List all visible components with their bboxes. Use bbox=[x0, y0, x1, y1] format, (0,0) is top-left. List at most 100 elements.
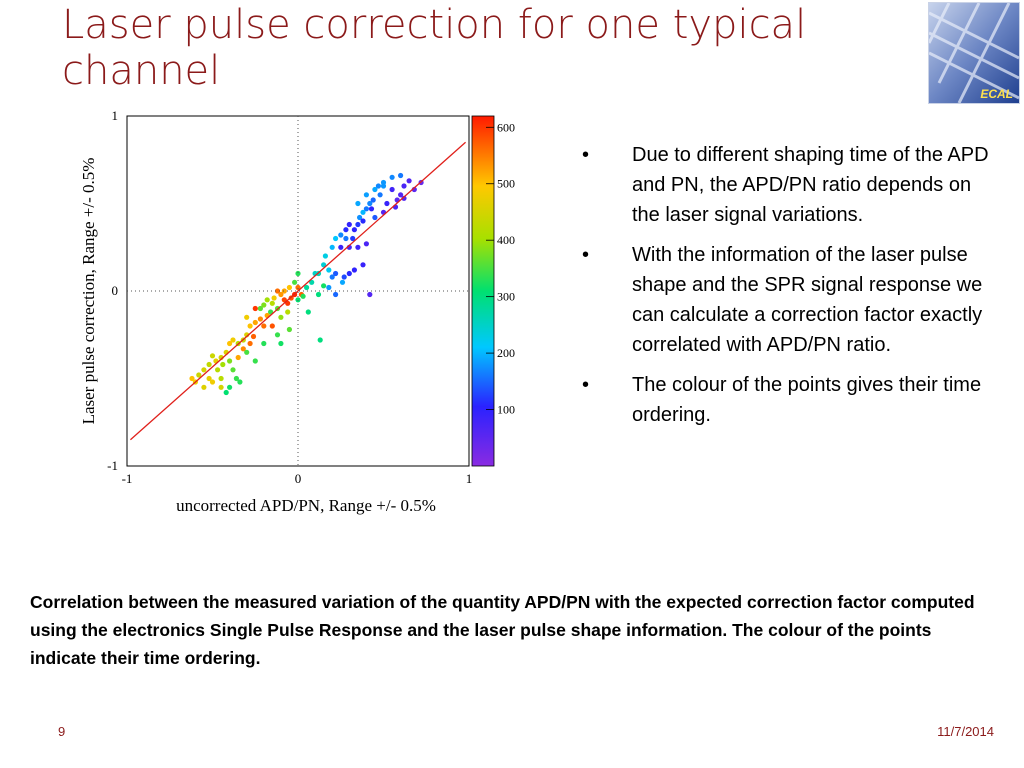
data-point bbox=[278, 291, 284, 298]
page-number: 9 bbox=[58, 724, 66, 739]
data-point bbox=[326, 284, 332, 291]
data-point bbox=[346, 221, 352, 228]
data-point bbox=[261, 340, 267, 347]
data-point bbox=[326, 267, 332, 273]
fit-line bbox=[129, 141, 467, 441]
data-point bbox=[274, 332, 281, 338]
chart-canvas: 600 500 400 300 200 100 1 0 -1 -1 0 1 uncorre… bbox=[79, 108, 515, 515]
data-point bbox=[281, 288, 287, 294]
data-point bbox=[351, 267, 357, 273]
data-point bbox=[227, 358, 233, 364]
data-point bbox=[196, 372, 202, 378]
data-point bbox=[389, 174, 395, 180]
data-point bbox=[286, 284, 292, 291]
data-point bbox=[230, 367, 236, 373]
logo-text: ECAL bbox=[980, 87, 1013, 101]
bullet-list: • Due to different shaping time of the A… bbox=[578, 140, 998, 440]
x-axis-label: uncorrected APD/PN, Range +/- 0.5% bbox=[176, 496, 436, 515]
colorbar-tick-label: 600 bbox=[497, 120, 515, 134]
data-point bbox=[230, 337, 236, 343]
data-point bbox=[269, 300, 275, 306]
data-point bbox=[261, 302, 267, 308]
data-point bbox=[384, 200, 390, 207]
data-point bbox=[201, 384, 207, 390]
data-point bbox=[240, 346, 246, 352]
data-point bbox=[264, 297, 270, 303]
x-tick-neg1: -1 bbox=[122, 471, 133, 486]
data-point bbox=[237, 379, 243, 385]
colorbar-tick-label: 200 bbox=[497, 346, 515, 360]
bullet-item: • The colour of the points gives their t… bbox=[578, 370, 998, 430]
data-point bbox=[360, 209, 366, 215]
data-point bbox=[227, 384, 233, 390]
data-point bbox=[333, 270, 339, 277]
colorbar-tick-label: 400 bbox=[497, 233, 515, 247]
data-point bbox=[271, 295, 277, 301]
bullet-item: • Due to different shaping time of the A… bbox=[578, 140, 998, 230]
points-layer bbox=[189, 172, 424, 396]
data-point bbox=[338, 244, 344, 250]
bullet-text: The colour of the points gives their tim… bbox=[632, 374, 982, 426]
data-point bbox=[329, 244, 335, 250]
data-point bbox=[218, 384, 224, 390]
data-point bbox=[343, 235, 349, 242]
data-point bbox=[235, 354, 241, 361]
bullet-item: • With the information of the laser puls… bbox=[578, 240, 998, 360]
data-point bbox=[220, 361, 226, 368]
data-point bbox=[295, 270, 301, 277]
data-point bbox=[375, 183, 381, 189]
bullet-text: Due to different shaping time of the APD… bbox=[632, 144, 989, 226]
data-point bbox=[215, 367, 221, 373]
data-point bbox=[380, 183, 387, 189]
data-point bbox=[244, 314, 250, 320]
data-point bbox=[278, 340, 284, 347]
data-point bbox=[309, 279, 315, 285]
data-point bbox=[201, 367, 207, 373]
data-point bbox=[363, 241, 369, 247]
data-point bbox=[252, 319, 258, 326]
data-point bbox=[398, 192, 404, 198]
bullet-marker: • bbox=[582, 374, 590, 396]
data-point bbox=[206, 361, 212, 368]
data-point bbox=[321, 283, 327, 289]
data-point bbox=[346, 270, 352, 277]
data-point bbox=[269, 323, 275, 329]
data-point bbox=[360, 218, 366, 224]
y-tick-neg1: -1 bbox=[107, 458, 118, 473]
data-point bbox=[372, 186, 378, 193]
data-point bbox=[333, 291, 339, 298]
bullet-text: With the information of the laser pulse … bbox=[632, 244, 983, 356]
data-point bbox=[355, 200, 361, 207]
data-point bbox=[389, 186, 395, 193]
data-point bbox=[304, 284, 310, 291]
logo-graphic bbox=[929, 3, 1019, 103]
data-point bbox=[257, 316, 263, 322]
data-point bbox=[368, 206, 375, 212]
data-point bbox=[252, 305, 258, 312]
data-point bbox=[252, 358, 258, 364]
data-point bbox=[300, 293, 306, 299]
data-point bbox=[329, 274, 335, 280]
data-point bbox=[285, 309, 291, 315]
data-point bbox=[355, 221, 361, 228]
data-point bbox=[247, 323, 253, 329]
colorbar-tick-label: 100 bbox=[497, 403, 515, 417]
colorbar-ticks: 600 500 400 300 200 100 bbox=[486, 120, 515, 417]
data-point bbox=[227, 340, 233, 347]
data-point bbox=[223, 389, 229, 396]
data-point bbox=[261, 323, 267, 329]
data-point bbox=[377, 192, 383, 198]
y-tick-0: 0 bbox=[112, 283, 119, 298]
data-point bbox=[295, 297, 301, 303]
data-point bbox=[398, 172, 404, 179]
data-point bbox=[292, 279, 298, 285]
data-point bbox=[317, 337, 323, 343]
data-point bbox=[338, 232, 344, 238]
data-point bbox=[370, 197, 376, 203]
data-point bbox=[189, 375, 195, 382]
slide-date: 11/7/2014 bbox=[937, 724, 994, 739]
data-point bbox=[278, 314, 284, 320]
data-point bbox=[333, 235, 339, 242]
data-point bbox=[406, 178, 412, 184]
data-point bbox=[351, 227, 357, 233]
